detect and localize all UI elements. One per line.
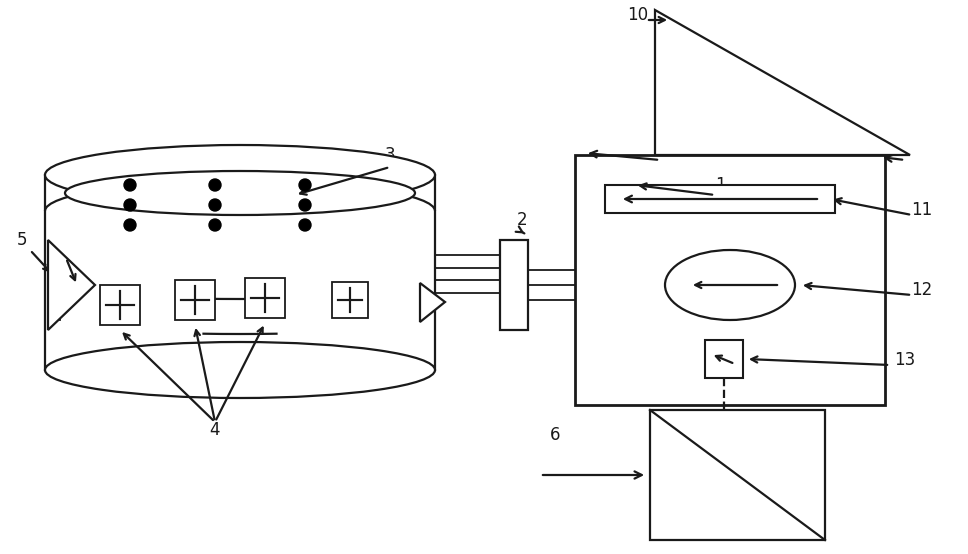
Bar xyxy=(605,185,835,213)
Bar xyxy=(175,280,215,320)
Text: 6: 6 xyxy=(550,426,560,444)
Bar xyxy=(245,278,285,318)
Circle shape xyxy=(124,219,136,231)
Circle shape xyxy=(299,199,311,211)
Text: 5: 5 xyxy=(16,231,27,249)
Text: 4: 4 xyxy=(210,421,221,439)
Circle shape xyxy=(299,219,311,231)
Bar xyxy=(500,240,528,330)
Polygon shape xyxy=(420,283,445,322)
Text: 13: 13 xyxy=(894,351,916,369)
Text: 10: 10 xyxy=(627,6,649,24)
Circle shape xyxy=(124,199,136,211)
Text: 3: 3 xyxy=(384,146,395,164)
Circle shape xyxy=(209,179,221,191)
Ellipse shape xyxy=(665,250,795,320)
Text: 2: 2 xyxy=(517,211,528,229)
Polygon shape xyxy=(48,240,95,330)
Text: 11: 11 xyxy=(912,201,932,219)
Ellipse shape xyxy=(45,342,435,398)
Bar xyxy=(575,155,885,405)
Circle shape xyxy=(209,199,221,211)
Ellipse shape xyxy=(45,145,435,205)
Circle shape xyxy=(299,179,311,191)
Circle shape xyxy=(209,219,221,231)
Text: 1: 1 xyxy=(714,176,725,194)
Bar xyxy=(332,282,368,318)
Circle shape xyxy=(124,179,136,191)
Bar xyxy=(705,340,743,378)
Text: 12: 12 xyxy=(912,281,932,299)
Bar xyxy=(650,410,825,540)
Bar xyxy=(100,285,140,325)
Ellipse shape xyxy=(65,171,415,215)
